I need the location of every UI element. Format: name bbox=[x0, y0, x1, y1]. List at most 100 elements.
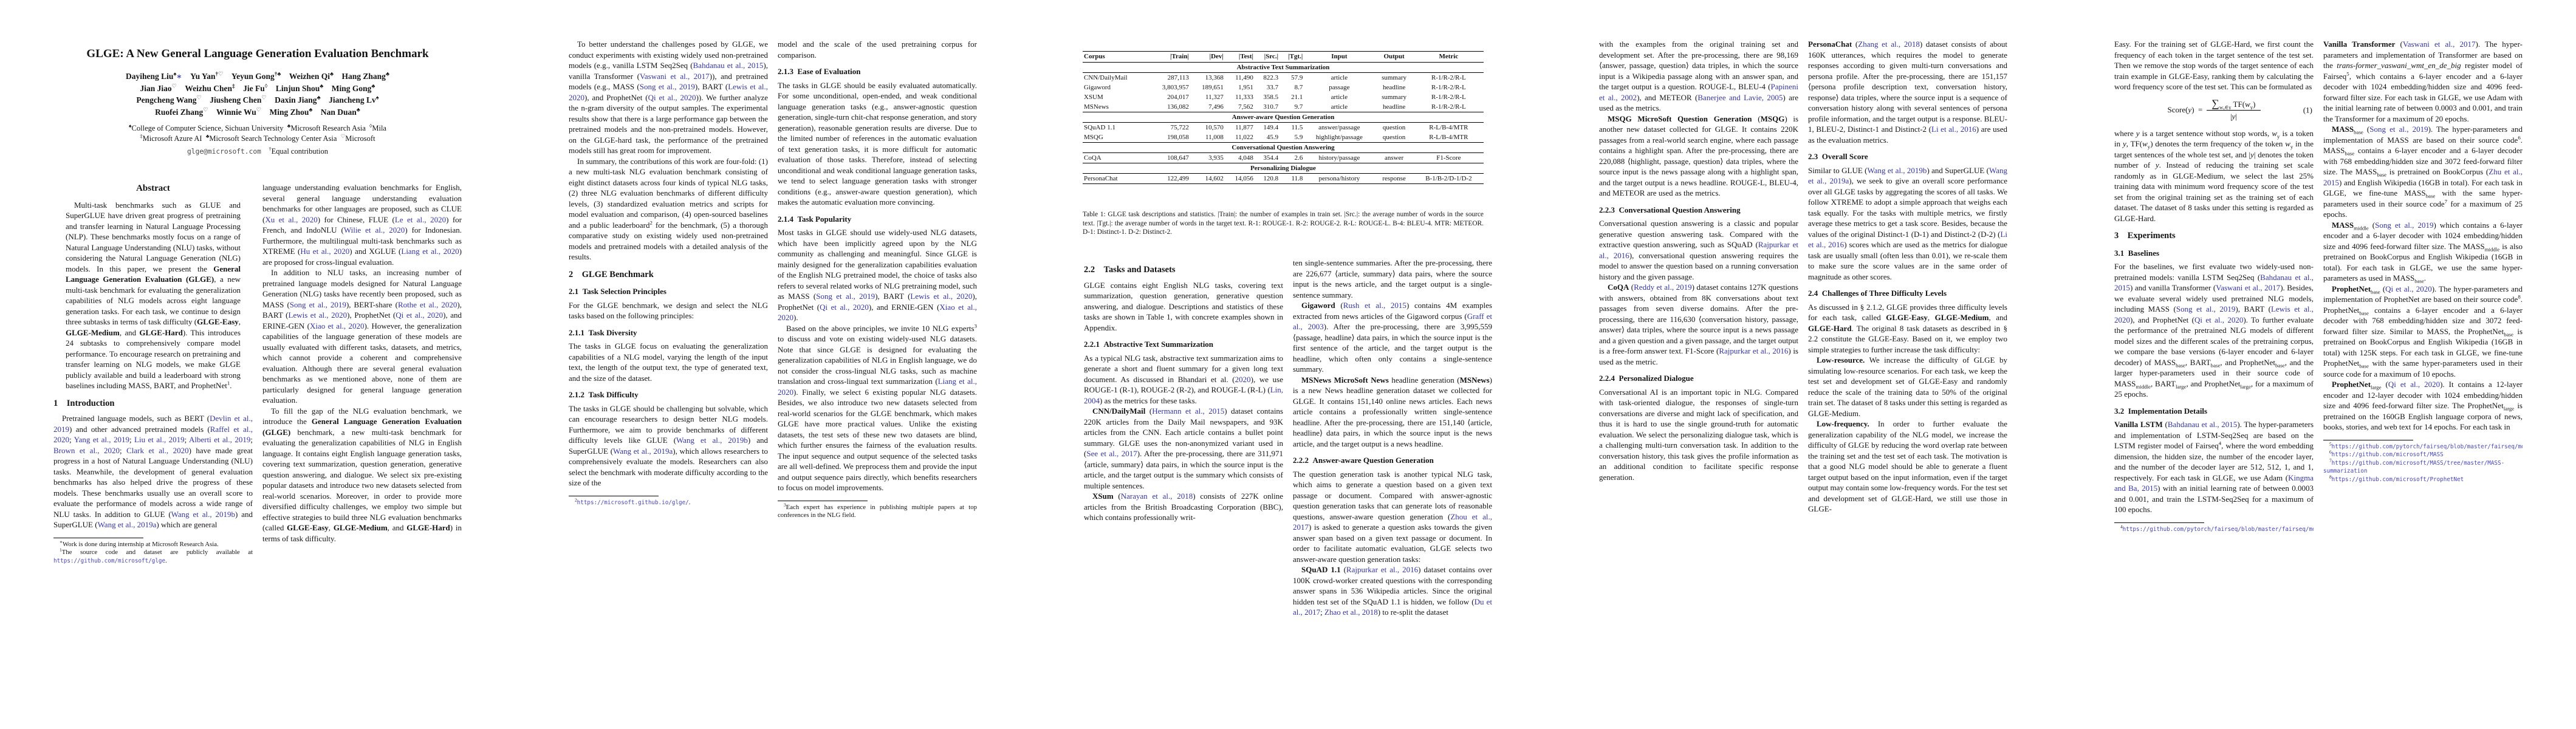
column-header: Metric bbox=[1413, 51, 1484, 63]
text-column: To better understand the challenges pose… bbox=[569, 39, 768, 710]
citation-link[interactable]: Song et al., 2019 bbox=[639, 82, 695, 91]
citation-link[interactable]: Bahdanau et al., 2015 bbox=[693, 61, 764, 70]
citation-link[interactable]: Kingma and Ba, 2015 bbox=[2114, 473, 2314, 493]
email-link[interactable]: glge@microsoft.com bbox=[187, 148, 261, 156]
citation-link[interactable]: Wang et al., 2019b bbox=[171, 509, 236, 519]
citation-link[interactable]: Xu et al., 2020 bbox=[265, 214, 318, 224]
hyperlink[interactable]: https://github.com/microsoft/MASS bbox=[2331, 451, 2444, 459]
citation-link[interactable]: Qi et al., 2020 bbox=[2194, 315, 2244, 324]
citation-link[interactable]: Li et al., 2016 bbox=[1808, 229, 2007, 250]
citation-link[interactable]: Qi et al., 2020 bbox=[648, 92, 696, 102]
citation-link[interactable]: Rajpurkar et al., 2016 bbox=[1346, 565, 1419, 574]
text-span: ∗ bbox=[60, 538, 63, 544]
citation-link[interactable]: Song et al., 2019 bbox=[289, 299, 346, 309]
citation-link[interactable]: Qi et al., 2020 bbox=[2385, 284, 2432, 293]
hyperlink[interactable]: https://github.com/microsoft/MASS/tree/m… bbox=[2323, 459, 2505, 475]
footnote-rule bbox=[2114, 522, 2204, 523]
citation-link[interactable]: Xiao et al., 2020 bbox=[309, 321, 365, 330]
citation-link[interactable]: Brown et al., 2020 bbox=[53, 445, 120, 455]
section-heading: 2.2 Tasks and Datasets bbox=[1084, 265, 1176, 275]
citation-link[interactable]: Lin, 2004 bbox=[1084, 385, 1283, 405]
citation-link[interactable]: Wilie et al., 2020 bbox=[343, 225, 405, 234]
citation-link[interactable]: Alberti et al., 2019 bbox=[188, 435, 251, 444]
hyperlink[interactable]: https://github.com/microsoft/ProphetNet bbox=[2331, 476, 2464, 483]
subsection-heading: 2.4 Challenges of Three Difficulty Level… bbox=[1808, 289, 1947, 298]
hyperlink[interactable]: https://microsoft.github.io/glge/ bbox=[577, 499, 689, 506]
text-span: Vanilla Transformer bbox=[2323, 39, 2396, 49]
citation-link[interactable]: Du et al., 2017 bbox=[1293, 597, 1492, 617]
citation-link[interactable]: Liu et al., 2019 bbox=[134, 435, 185, 444]
citation-link[interactable]: Vaswani et al., 2017 bbox=[639, 71, 710, 81]
citation-link[interactable]: Rajpurkar et al., 2016 bbox=[1719, 346, 1789, 355]
citation-link[interactable]: Wang et al., 2019a bbox=[97, 520, 157, 529]
author-line: Dayiheng Liu♠∗ Yu Yan†♡ Yeyun Gong†♣ Wei… bbox=[126, 70, 389, 81]
citation-link[interactable]: Zhou et al., 2017 bbox=[1293, 512, 1492, 532]
text-span: 5 bbox=[2346, 70, 2349, 77]
citation-link[interactable]: Hu et al., 2020 bbox=[300, 247, 350, 256]
citation-link[interactable]: Zhao et al., 2018 bbox=[1324, 608, 1378, 617]
citation-link[interactable]: Clark et al., 2020 bbox=[126, 445, 189, 455]
citation-link[interactable]: Raffel et al., 2020 bbox=[53, 424, 253, 445]
citation-link[interactable]: Vaswani et al., 2017 bbox=[2216, 283, 2281, 292]
citation-link[interactable]: Song et al., 2019 bbox=[2375, 220, 2434, 230]
citation-link[interactable]: Wang et al., 2019a bbox=[1808, 165, 2007, 186]
citation-link[interactable]: Le et al., 2020 bbox=[394, 214, 447, 224]
table-cell: article bbox=[1331, 103, 1348, 111]
citation-link[interactable]: Lewis et al., 2020 bbox=[569, 82, 768, 102]
citation-link[interactable]: Banerjee and Lavie, 2005 bbox=[1697, 92, 1783, 102]
citation-link[interactable]: Wang et al., 2019b bbox=[676, 436, 748, 445]
text-span: large bbox=[2371, 384, 2382, 391]
citation-link[interactable]: Wang et al., 2019a bbox=[613, 446, 673, 456]
citation-link[interactable]: 2020 bbox=[1235, 374, 1251, 384]
text-span: 7 bbox=[2444, 198, 2448, 205]
table-cell: highlight/passage bbox=[1315, 133, 1363, 141]
citation-link[interactable]: Song et al., 2019 bbox=[2369, 125, 2428, 134]
equation-fraction: ∑wᵧ∈y TF(wy) |y| bbox=[2207, 98, 2261, 122]
citation-link[interactable]: Lewis et al., 2020 bbox=[288, 310, 348, 320]
citation-link[interactable]: Bahdanau et al., 2015 bbox=[2114, 272, 2314, 293]
citation-link[interactable]: Zhu et al., 2015 bbox=[2323, 167, 2523, 187]
citation-link[interactable]: Vaswani et al., 2017 bbox=[2402, 39, 2476, 49]
table-cell: summary bbox=[1382, 93, 1407, 101]
text-span: y bbox=[2250, 149, 2254, 159]
citation-link[interactable]: Bahdanau et al., 2015 bbox=[2167, 420, 2238, 429]
equation-denominator: |y| bbox=[2230, 112, 2237, 121]
table-cell: answer/passage bbox=[1318, 123, 1360, 131]
table-cell: article bbox=[1331, 93, 1348, 101]
citation-link[interactable]: Rothe et al., 2020 bbox=[397, 299, 457, 309]
citation-link[interactable]: Rajpurkar et al., 2016 bbox=[1599, 240, 1798, 260]
citation-link[interactable]: Yang et al., 2019 bbox=[74, 435, 129, 444]
footnote: 2https://microsoft.github.io/glge/. bbox=[575, 496, 691, 506]
citation-link[interactable]: Narayan et al., 2018 bbox=[1120, 491, 1193, 501]
section-heading: 1 Introduction bbox=[53, 398, 115, 408]
citation-link[interactable]: Zhang et al., 2018 bbox=[1858, 39, 1920, 49]
text-span: middle bbox=[2136, 383, 2151, 390]
citation-link[interactable]: ∗ bbox=[176, 72, 182, 81]
citation-link[interactable]: Lewis et al., 2020 bbox=[2114, 304, 2314, 324]
citation-link[interactable]: Song et al., 2019 bbox=[816, 292, 875, 301]
citation-link[interactable]: Li et al., 2016 bbox=[1931, 125, 1976, 134]
text-span: 2 bbox=[575, 496, 577, 502]
citation-link[interactable]: Song et al., 2019 bbox=[2176, 304, 2236, 313]
citation-link[interactable]: Reddy et al., 2019 bbox=[1634, 282, 1692, 292]
citation-link[interactable]: Lewis et al., 2020 bbox=[910, 292, 973, 301]
citation-link[interactable]: Liang et al., 2020 bbox=[778, 377, 977, 397]
hyperlink[interactable]: https://github.com/pytorch/fairseq/blob/… bbox=[2122, 525, 2314, 533]
contact-line: glge@microsoft.com †Equal contribution bbox=[187, 145, 329, 156]
text-span: base bbox=[2359, 310, 2369, 317]
citation-link[interactable]: Qi et al., 2020 bbox=[820, 302, 869, 312]
abstract-paragraph: Multi-task benchmarks such as GLUE and S… bbox=[66, 200, 241, 391]
citation-link[interactable]: Liang et al., 2020 bbox=[401, 247, 459, 256]
hyperlink[interactable]: https://github.com/microsoft/glge bbox=[53, 557, 166, 564]
citation-link[interactable]: Graff et al., 2003 bbox=[1293, 311, 1492, 332]
citation-link[interactable]: Rush et al., 2015 bbox=[1343, 301, 1406, 310]
citation-link[interactable]: Xiao et al., 2020 bbox=[778, 302, 977, 323]
citation-link[interactable]: Papineni et al., 2002 bbox=[1599, 82, 1798, 102]
citation-link[interactable]: Qi et al., 2020 bbox=[396, 310, 444, 320]
citation-link[interactable]: Devlin et al., 2019 bbox=[53, 414, 253, 434]
citation-link[interactable]: Wang et al., 2019b bbox=[1867, 165, 1927, 175]
citation-link[interactable]: See et al., 2017 bbox=[1086, 449, 1137, 458]
citation-link[interactable]: Qi et al., 2020 bbox=[2388, 380, 2441, 389]
hyperlink[interactable]: https://github.com/pytorch/fairseq/blob/… bbox=[2331, 443, 2523, 450]
citation-link[interactable]: Hermann et al., 2015 bbox=[1152, 406, 1225, 416]
